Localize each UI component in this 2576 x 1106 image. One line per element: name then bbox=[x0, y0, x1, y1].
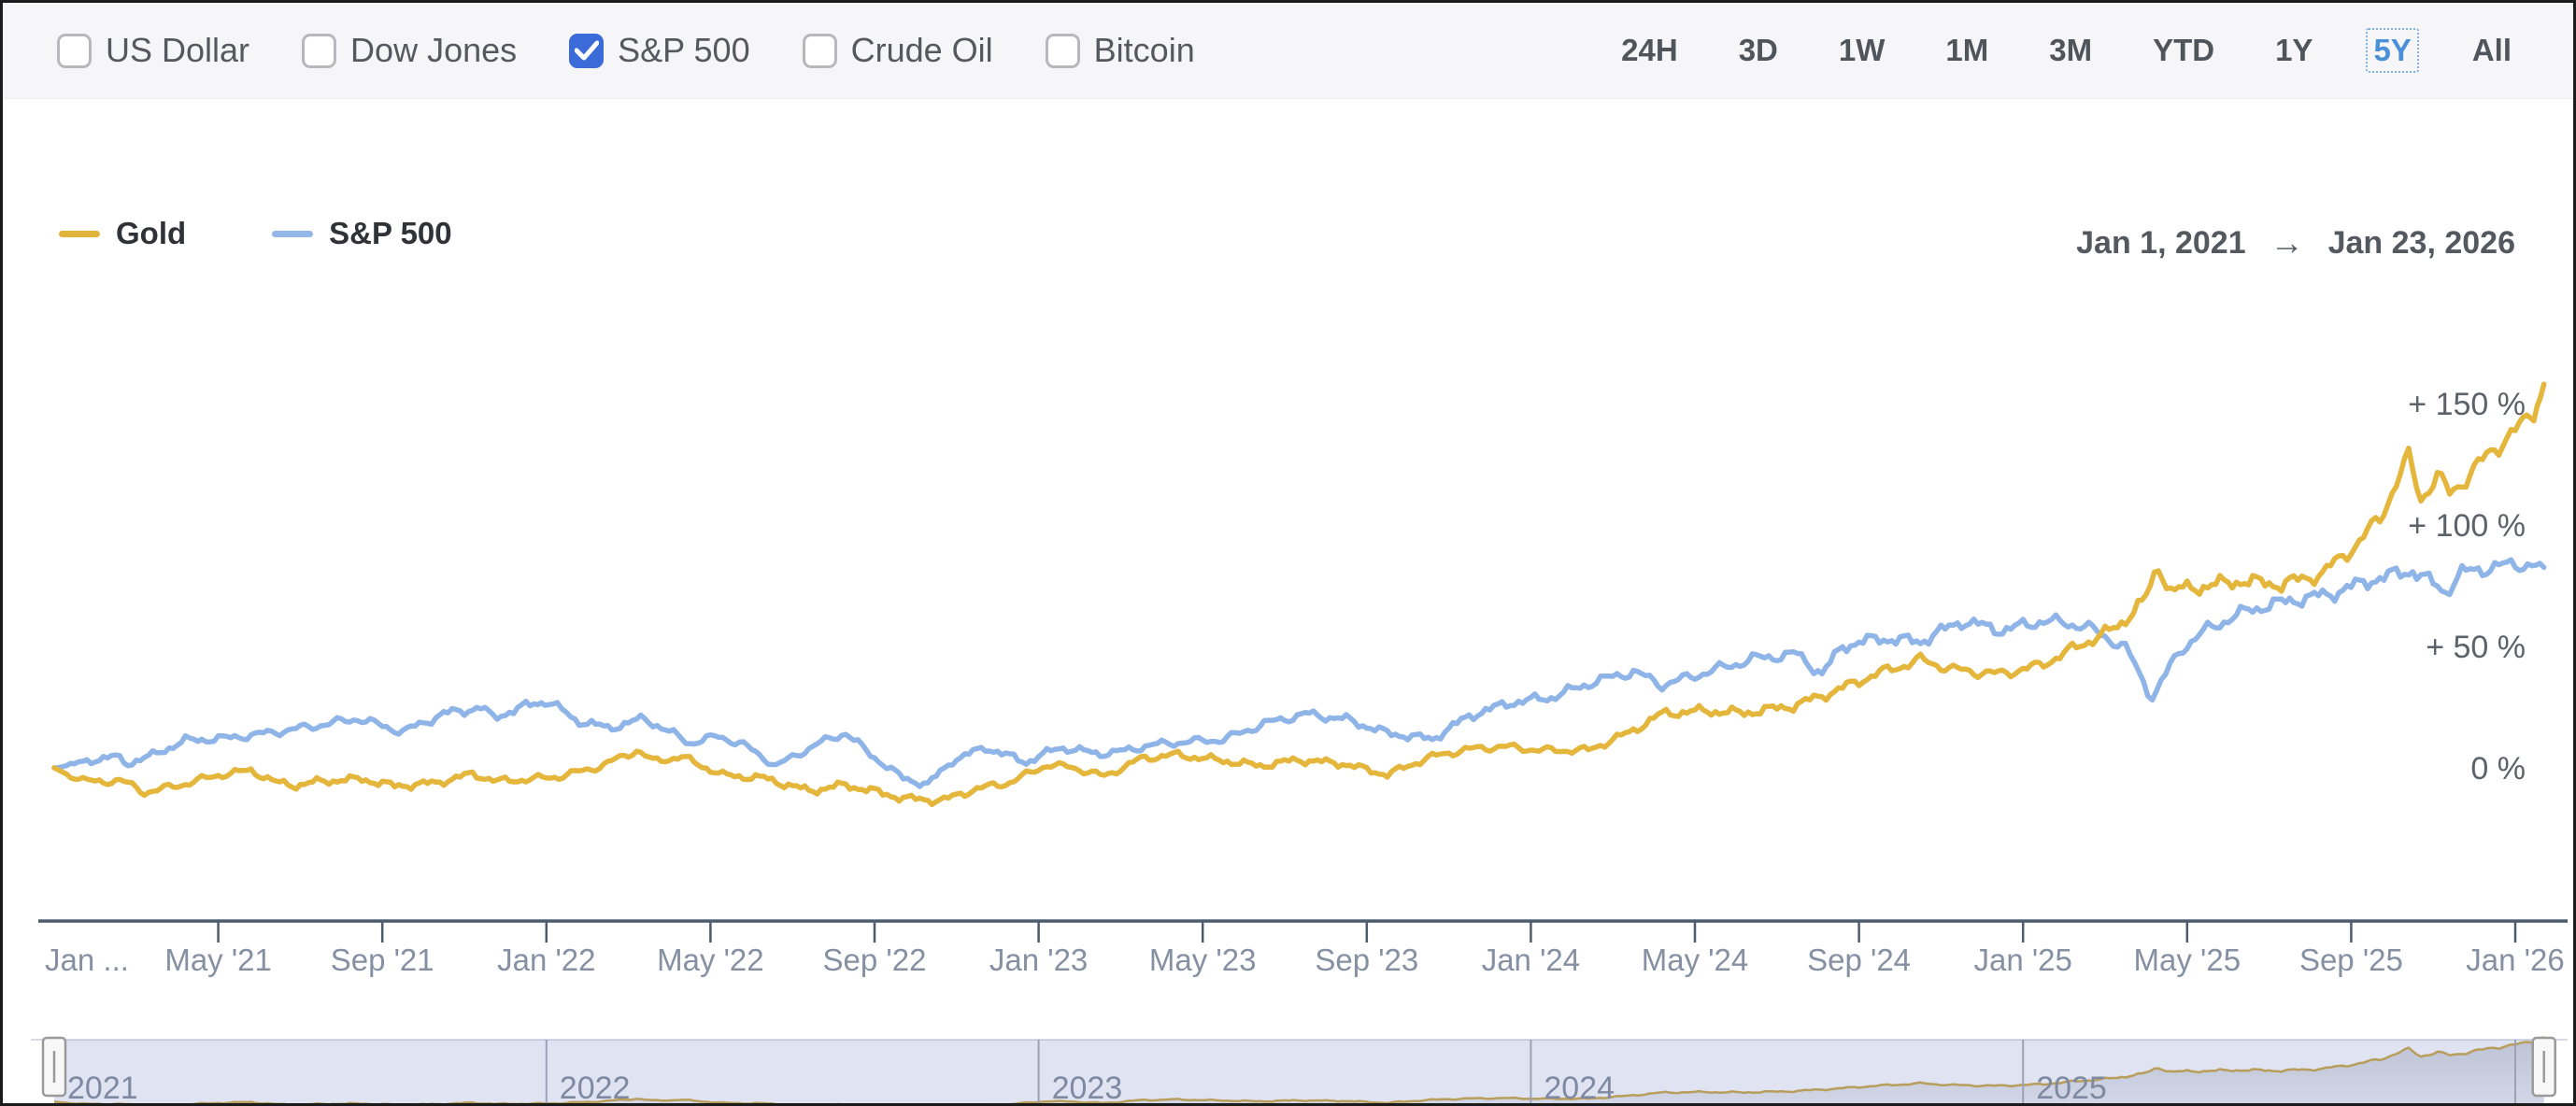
x-axis-label: Jan '22 bbox=[497, 943, 595, 977]
compare-label: Crude Oil bbox=[850, 31, 993, 69]
navigator-year-label: 2025 bbox=[2036, 1071, 2107, 1103]
navigator-area bbox=[54, 1036, 2544, 1103]
x-axis-label: May '24 bbox=[1642, 943, 1749, 977]
x-axis-label: Sep '24 bbox=[1807, 943, 1911, 977]
arrow-right-icon: → bbox=[2270, 223, 2304, 262]
compare-checkbox-crude-oil[interactable]: Crude Oil bbox=[802, 31, 993, 70]
date-range: Jan 1, 2021 → Jan 23, 2026 bbox=[2076, 223, 2515, 262]
date-range-end: Jan 23, 2026 bbox=[2327, 224, 2515, 261]
compare-label: S&P 500 bbox=[618, 31, 750, 69]
x-axis-label: Sep '21 bbox=[331, 943, 434, 977]
navigator-year-label: 2022 bbox=[560, 1071, 631, 1103]
price-chart: Jan ... May '21 Sep '21 Jan '22 May '22 Sep '… bbox=[31, 381, 2568, 1103]
legend-line-icon bbox=[59, 230, 100, 237]
x-axis-label: Jan '24 bbox=[1482, 943, 1580, 977]
chart-legend: Gold S&P 500 bbox=[59, 216, 452, 251]
checkbox-checked-icon[interactable] bbox=[569, 33, 605, 68]
range-button-24h[interactable]: 24H bbox=[1621, 33, 1678, 67]
compare-label: Bitcoin bbox=[1093, 31, 1195, 69]
compare-checkbox-bitcoin[interactable]: Bitcoin bbox=[1045, 31, 1195, 70]
checkbox-unchecked-icon[interactable] bbox=[802, 33, 837, 68]
navigator-year-label: 2021 bbox=[67, 1071, 138, 1103]
range-button-3m[interactable]: 3M bbox=[2049, 33, 2093, 67]
x-axis-label: Jan '23 bbox=[989, 943, 1088, 977]
compare-label: US Dollar bbox=[106, 31, 250, 69]
legend-line-icon bbox=[272, 230, 314, 237]
range-button-group: 24H 3D 1W 1M 3M YTD 1Y 5Y All bbox=[1614, 28, 2519, 73]
y-axis-label: + 50 % bbox=[2426, 630, 2526, 665]
navigator-selected-range[interactable] bbox=[54, 1040, 2544, 1103]
x-axis-label: May '25 bbox=[2134, 943, 2242, 977]
date-range-start: Jan 1, 2021 bbox=[2076, 224, 2246, 261]
checkbox-unchecked-icon[interactable] bbox=[1045, 33, 1080, 68]
range-button-1y[interactable]: 1Y bbox=[2275, 33, 2313, 67]
legend-item-s-p-500[interactable]: S&P 500 bbox=[272, 216, 452, 251]
chart-toolbar: US Dollar Dow Jones S&P 500 Crude Oil Bitcoi… bbox=[3, 3, 2573, 99]
y-axis-label: 0 % bbox=[2470, 751, 2526, 787]
range-button-all[interactable]: All bbox=[2471, 33, 2512, 67]
x-axis-label: Sep '23 bbox=[1315, 943, 1418, 977]
compare-checkbox-group: US Dollar Dow Jones S&P 500 Crude Oil Bitcoi… bbox=[57, 31, 1195, 70]
y-axis-label: + 100 % bbox=[2408, 508, 2526, 544]
x-axis-label: Sep '22 bbox=[823, 943, 927, 977]
y-axis-label: + 150 % bbox=[2408, 387, 2526, 422]
range-button-ytd[interactable]: YTD bbox=[2153, 33, 2215, 67]
legend-label: S&P 500 bbox=[329, 216, 452, 250]
compare-checkbox-dow-jones[interactable]: Dow Jones bbox=[302, 31, 517, 70]
navigator-year-label: 2023 bbox=[1052, 1071, 1123, 1103]
navigator-year-label: 2024 bbox=[1544, 1071, 1615, 1103]
checkbox-unchecked-icon[interactable] bbox=[302, 33, 337, 68]
compare-checkbox-us-dollar[interactable]: US Dollar bbox=[57, 31, 249, 70]
checkbox-unchecked-icon[interactable] bbox=[57, 33, 92, 68]
compare-checkbox-s-p-500[interactable]: S&P 500 bbox=[569, 31, 750, 70]
range-button-1w[interactable]: 1W bbox=[1838, 33, 1886, 67]
gold-series-line bbox=[51, 381, 2547, 808]
compare-label: Dow Jones bbox=[350, 31, 518, 69]
range-button-3d[interactable]: 3D bbox=[1738, 33, 1778, 67]
x-axis-label: May '21 bbox=[164, 943, 272, 977]
x-axis-label: Jan ... bbox=[45, 943, 129, 977]
legend-item-gold[interactable]: Gold bbox=[59, 216, 186, 251]
x-axis-label: Sep '25 bbox=[2299, 943, 2403, 977]
x-axis-label: May '23 bbox=[1149, 943, 1257, 977]
x-axis-label: May '22 bbox=[657, 943, 764, 977]
legend-label: Gold bbox=[116, 216, 187, 250]
navigator-gold-line bbox=[53, 1035, 2545, 1103]
x-axis-label: Jan '25 bbox=[1974, 943, 2072, 977]
range-button-1m[interactable]: 1M bbox=[1945, 33, 1989, 67]
x-axis-label: Jan '26 bbox=[2466, 943, 2564, 977]
range-button-5y[interactable]: 5Y bbox=[2366, 28, 2419, 73]
sp500-series-line bbox=[51, 557, 2547, 789]
